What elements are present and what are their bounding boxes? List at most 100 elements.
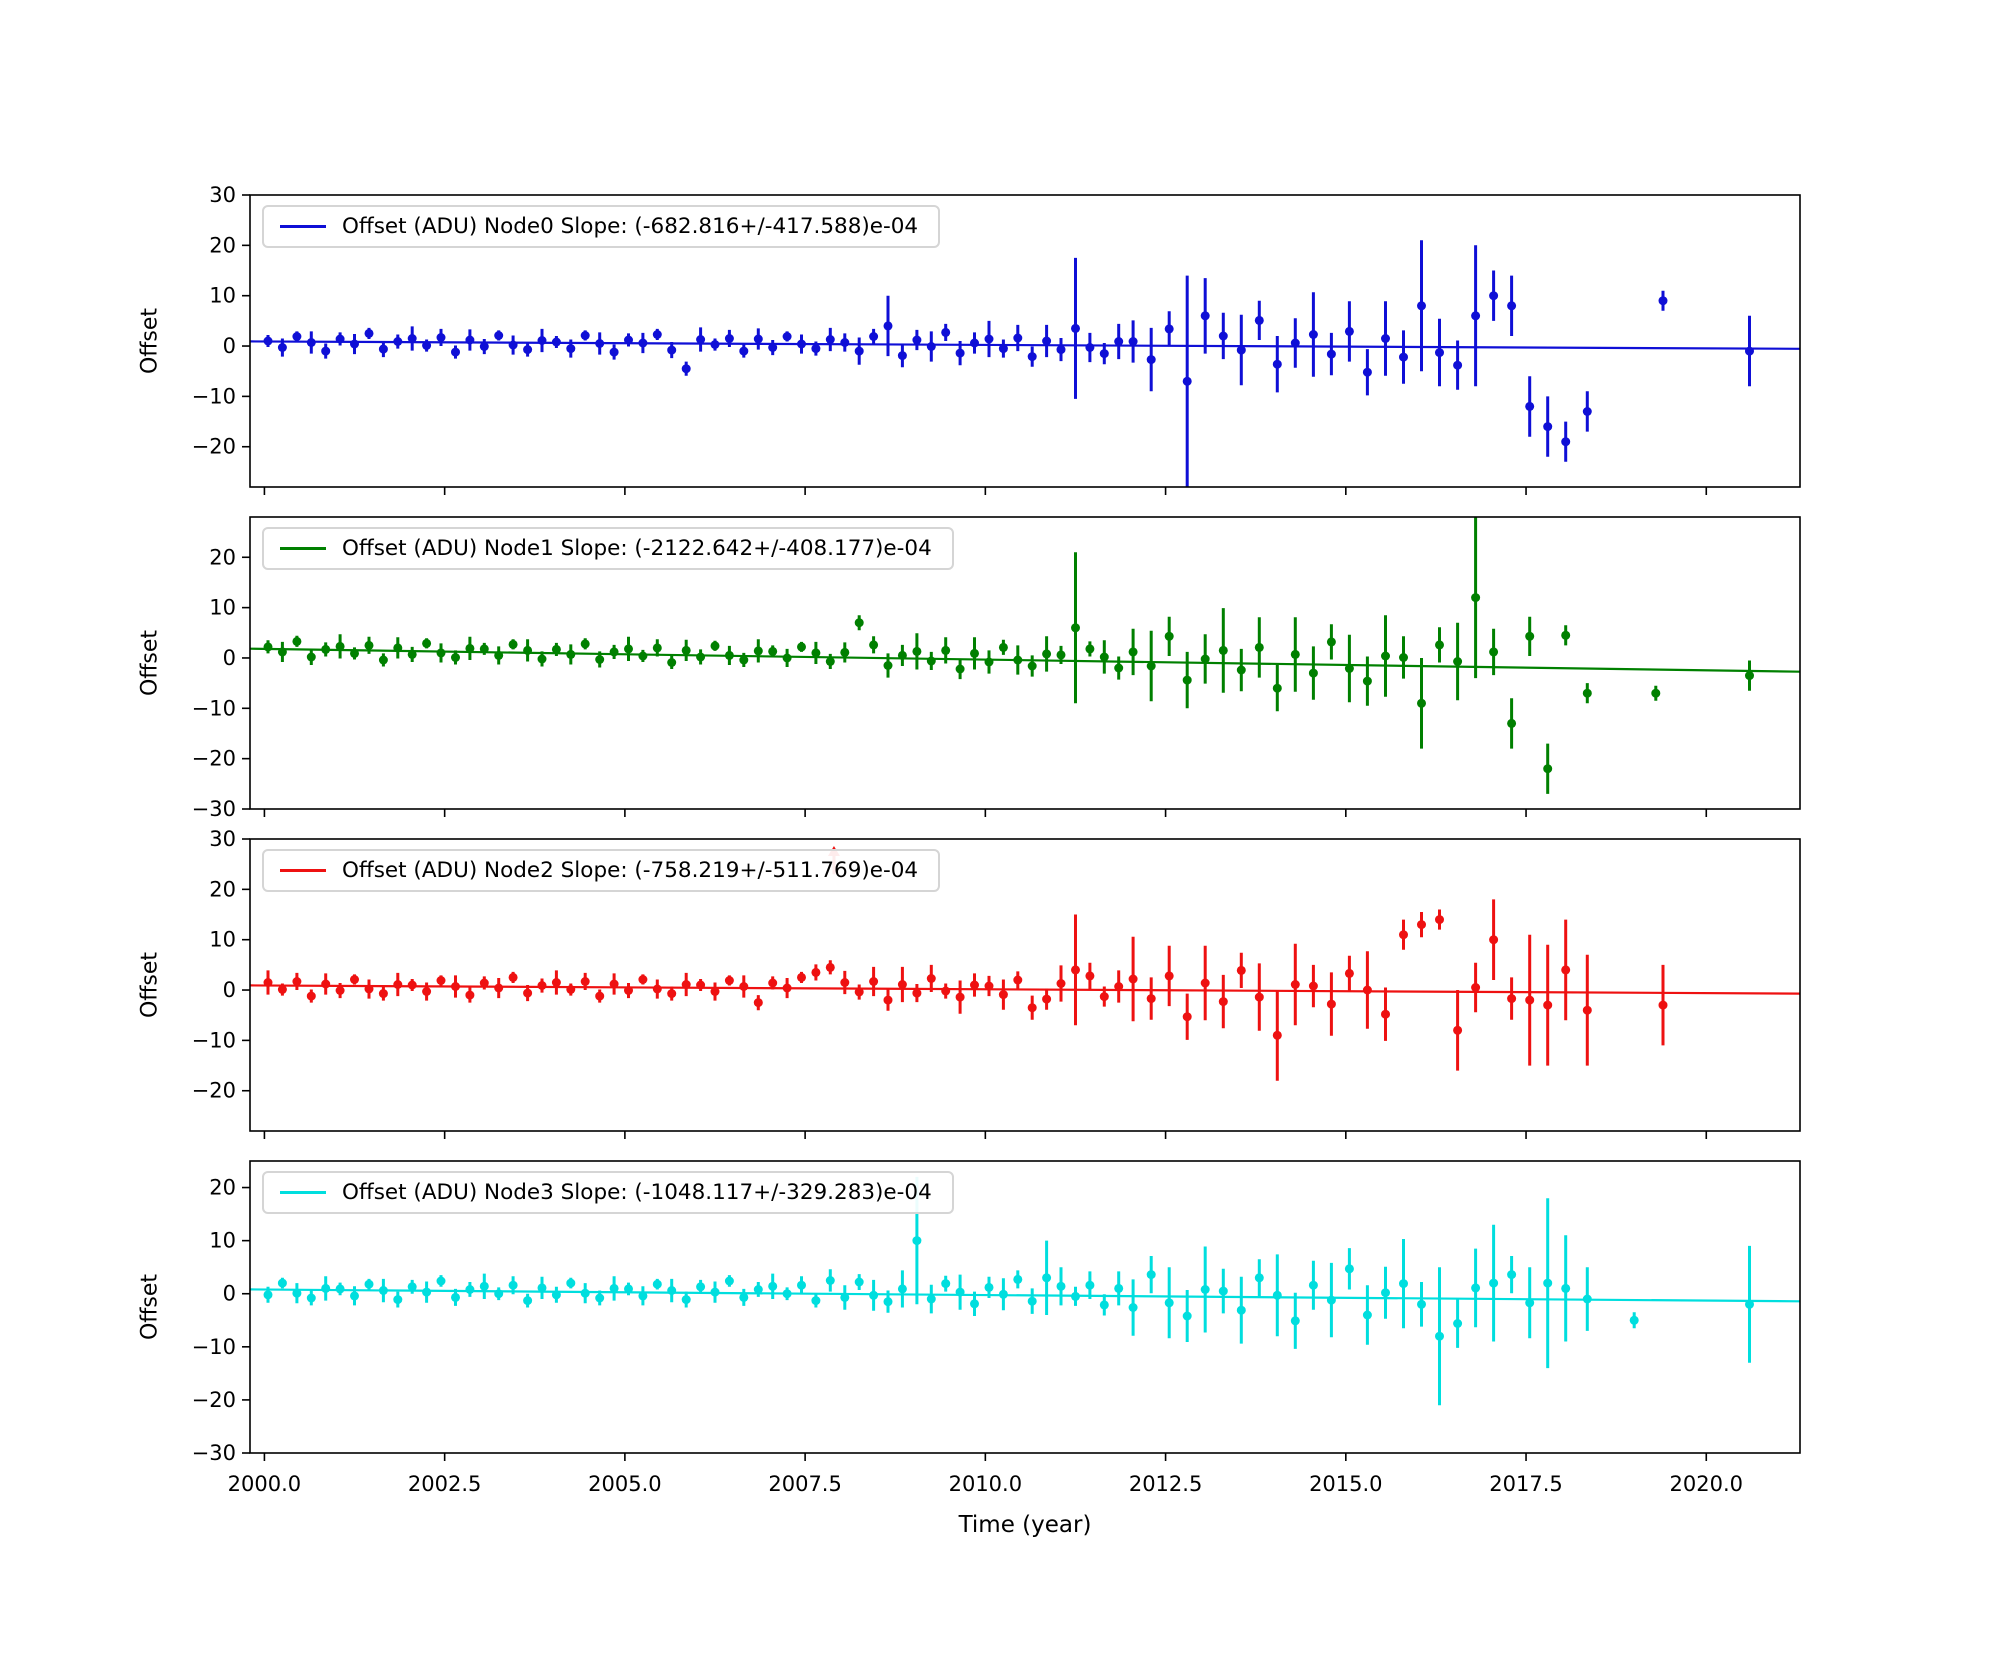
data-point (1254, 642, 1264, 652)
data-point (1399, 1279, 1408, 1289)
data-point (580, 977, 590, 986)
data-point (1417, 1299, 1426, 1309)
data-point (739, 1292, 749, 1302)
data-point (854, 618, 864, 628)
y-tick-label: 10 (209, 1229, 236, 1253)
data-point (1525, 401, 1535, 411)
data-point (609, 347, 619, 357)
data-point (667, 1286, 677, 1295)
data-point (984, 657, 994, 667)
data-point (451, 653, 460, 662)
data-point (566, 1278, 576, 1288)
data-point (897, 650, 907, 660)
data-point (1013, 333, 1023, 343)
data-point (263, 642, 273, 652)
data-point (970, 648, 979, 658)
data-point (1200, 978, 1210, 988)
data-point (1164, 324, 1174, 334)
data-point (638, 1291, 648, 1301)
data-point (508, 972, 518, 982)
data-point (1013, 1274, 1023, 1284)
data-point (422, 638, 432, 648)
data-point (321, 1283, 331, 1293)
data-point (364, 984, 374, 994)
data-point (926, 1294, 936, 1304)
data-point (1507, 994, 1517, 1004)
data-point (1056, 650, 1066, 660)
data-point (869, 332, 879, 341)
data-point (926, 656, 936, 666)
data-point (1071, 323, 1080, 333)
data-point (739, 655, 749, 665)
data-point (1344, 968, 1354, 978)
y-tick-label: −10 (192, 1028, 236, 1052)
panel-node2-data (250, 846, 1800, 1081)
data-point (1085, 343, 1095, 352)
data-point (782, 332, 792, 341)
data-point (941, 1279, 951, 1289)
data-point (1326, 999, 1336, 1009)
data-point (306, 338, 316, 347)
legend-label-node0: Offset (ADU) Node0 Slope: (-682.816+/-41… (342, 214, 919, 239)
data-point (407, 980, 417, 990)
y-axis-label-node2: Offset (137, 951, 163, 1019)
x-tick-label: 2017.5 (1489, 1472, 1562, 1496)
data-point (551, 337, 561, 347)
data-point (768, 978, 778, 988)
y-tick-label: −20 (192, 1388, 236, 1412)
fit-line-node2 (250, 984, 1800, 995)
data-point (811, 967, 821, 977)
data-points-node2 (263, 915, 1668, 1040)
data-point (869, 640, 879, 650)
data-point (1507, 301, 1517, 311)
data-point (436, 648, 446, 658)
y-axis-label-node1: Offset (137, 629, 163, 697)
data-point (1525, 631, 1535, 641)
data-point (1362, 1310, 1372, 1320)
data-point (753, 1285, 763, 1294)
data-point (1027, 661, 1037, 671)
data-point (998, 344, 1008, 354)
data-point (1099, 652, 1109, 662)
data-point (595, 339, 605, 348)
axis-ticks-node0: 30 20 10 0 −10 −20 (192, 183, 1708, 495)
data-point (710, 1287, 720, 1297)
data-point (1085, 971, 1095, 981)
data-point (609, 979, 619, 989)
legend-node0: Offset (ADU) Node0 Slope: (-682.816+/-41… (262, 205, 941, 248)
data-point (652, 984, 662, 994)
data-point (624, 1284, 633, 1294)
data-point (1114, 1283, 1124, 1293)
data-point (970, 1299, 979, 1309)
data-point (1290, 1316, 1300, 1326)
data-point (566, 985, 576, 994)
panel-border-node1 (249, 516, 1801, 810)
data-point (840, 647, 850, 657)
data-point (1042, 994, 1052, 1004)
fit-line-node1 (250, 647, 1800, 673)
legend-node1: Offset (ADU) Node1 Slope: (-2122.642+/-4… (262, 527, 954, 570)
data-point (1114, 663, 1124, 673)
data-point (451, 347, 460, 357)
data-point (595, 1293, 605, 1303)
data-point (393, 643, 403, 653)
data-point (494, 1289, 504, 1299)
data-point (1099, 349, 1109, 359)
x-tick-label: 2000.0 (228, 1472, 301, 1496)
data-point (667, 658, 677, 667)
data-point (1525, 995, 1535, 1005)
data-point (537, 1283, 547, 1293)
data-point (1745, 671, 1754, 681)
data-point (479, 644, 489, 654)
data-point (667, 345, 677, 355)
data-point (1099, 992, 1109, 1002)
data-point (1308, 668, 1318, 678)
data-point (869, 1290, 879, 1300)
data-point (1453, 1025, 1463, 1035)
data-point (1085, 644, 1095, 654)
data-point (407, 334, 417, 343)
data-point (912, 1236, 922, 1246)
data-point (1381, 1288, 1390, 1298)
data-point (998, 642, 1008, 652)
data-point (1308, 981, 1318, 991)
